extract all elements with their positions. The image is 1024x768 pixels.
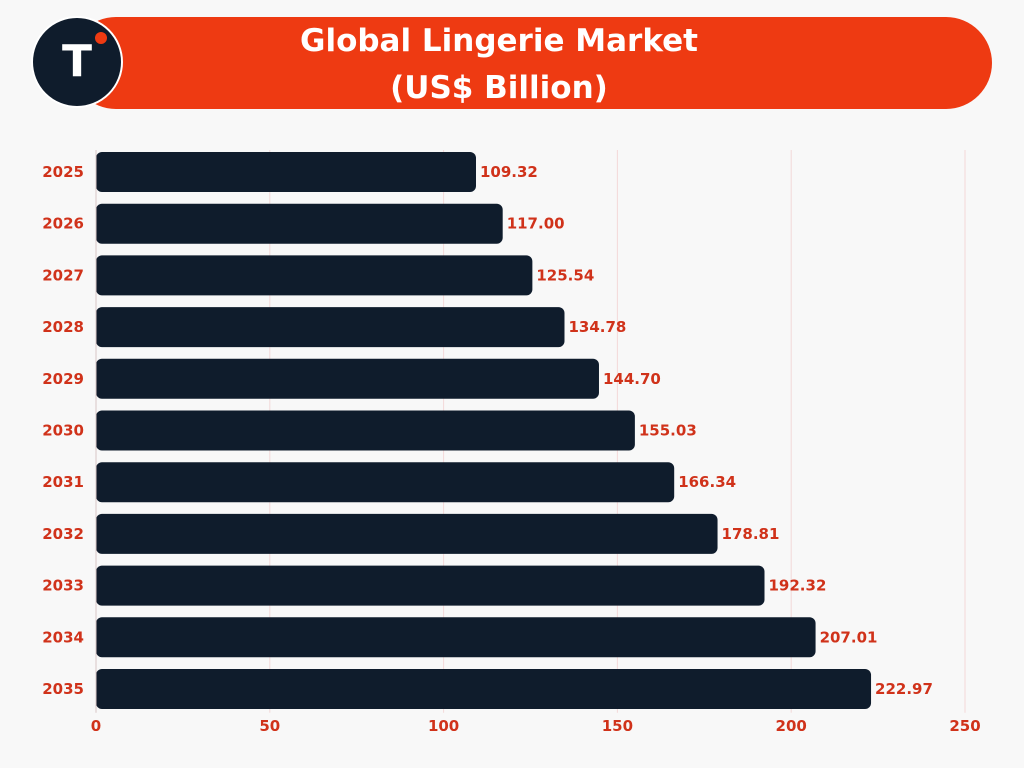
bar-2035 <box>96 669 872 709</box>
bar-2030 <box>96 410 635 451</box>
bar-2031 <box>96 462 675 503</box>
bar-2028 <box>96 307 565 348</box>
x-tick-label-200: 200 <box>776 717 807 735</box>
x-tick-label-0: 0 <box>91 717 101 735</box>
bar-2025 <box>96 152 476 192</box>
category-label-2034: 2034 <box>42 628 84 646</box>
brand-logo: T <box>31 16 123 108</box>
chart-title: Global Lingerie Market (US$ Billion) <box>70 18 928 112</box>
title-banner <box>70 17 992 109</box>
x-tick-label-150: 150 <box>602 717 633 735</box>
category-label-2030: 2030 <box>42 422 84 440</box>
x-tick-label-100: 100 <box>428 717 459 735</box>
value-label-2028: 134.78 <box>568 318 626 336</box>
category-label-2026: 2026 <box>42 215 84 233</box>
category-label-2025: 2025 <box>42 163 84 181</box>
category-label-2031: 2031 <box>42 473 84 491</box>
bar-2034 <box>96 617 816 658</box>
category-label-2027: 2027 <box>42 266 84 284</box>
bar-2032 <box>96 513 718 554</box>
category-label-2029: 2029 <box>42 370 84 388</box>
value-label-2031: 166.34 <box>678 473 736 491</box>
value-label-2029: 144.70 <box>603 370 661 388</box>
bar-2026 <box>96 203 503 244</box>
value-label-2032: 178.81 <box>722 525 780 543</box>
value-label-2035: 222.97 <box>875 680 933 698</box>
bar-2033 <box>96 565 765 606</box>
logo-letter: T <box>61 36 92 87</box>
bar-2029 <box>96 358 599 399</box>
value-label-2033: 192.32 <box>769 577 827 595</box>
category-label-2033: 2033 <box>42 577 84 595</box>
value-label-2026: 117.00 <box>507 215 565 233</box>
category-label-2035: 2035 <box>42 680 84 698</box>
x-tick-label-250: 250 <box>949 717 980 735</box>
value-label-2034: 207.01 <box>820 628 878 646</box>
value-label-2027: 125.54 <box>536 266 594 284</box>
category-label-2028: 2028 <box>42 318 84 336</box>
x-tick-label-50: 50 <box>259 717 280 735</box>
category-label-2032: 2032 <box>42 525 84 543</box>
logo-dot-icon <box>95 32 107 44</box>
value-label-2030: 155.03 <box>639 422 697 440</box>
value-label-2025: 109.32 <box>480 163 538 181</box>
chart-title-line2: (US$ Billion) <box>390 70 608 106</box>
chart-title-line1: Global Lingerie Market <box>300 23 698 59</box>
bar-2027 <box>96 255 533 296</box>
